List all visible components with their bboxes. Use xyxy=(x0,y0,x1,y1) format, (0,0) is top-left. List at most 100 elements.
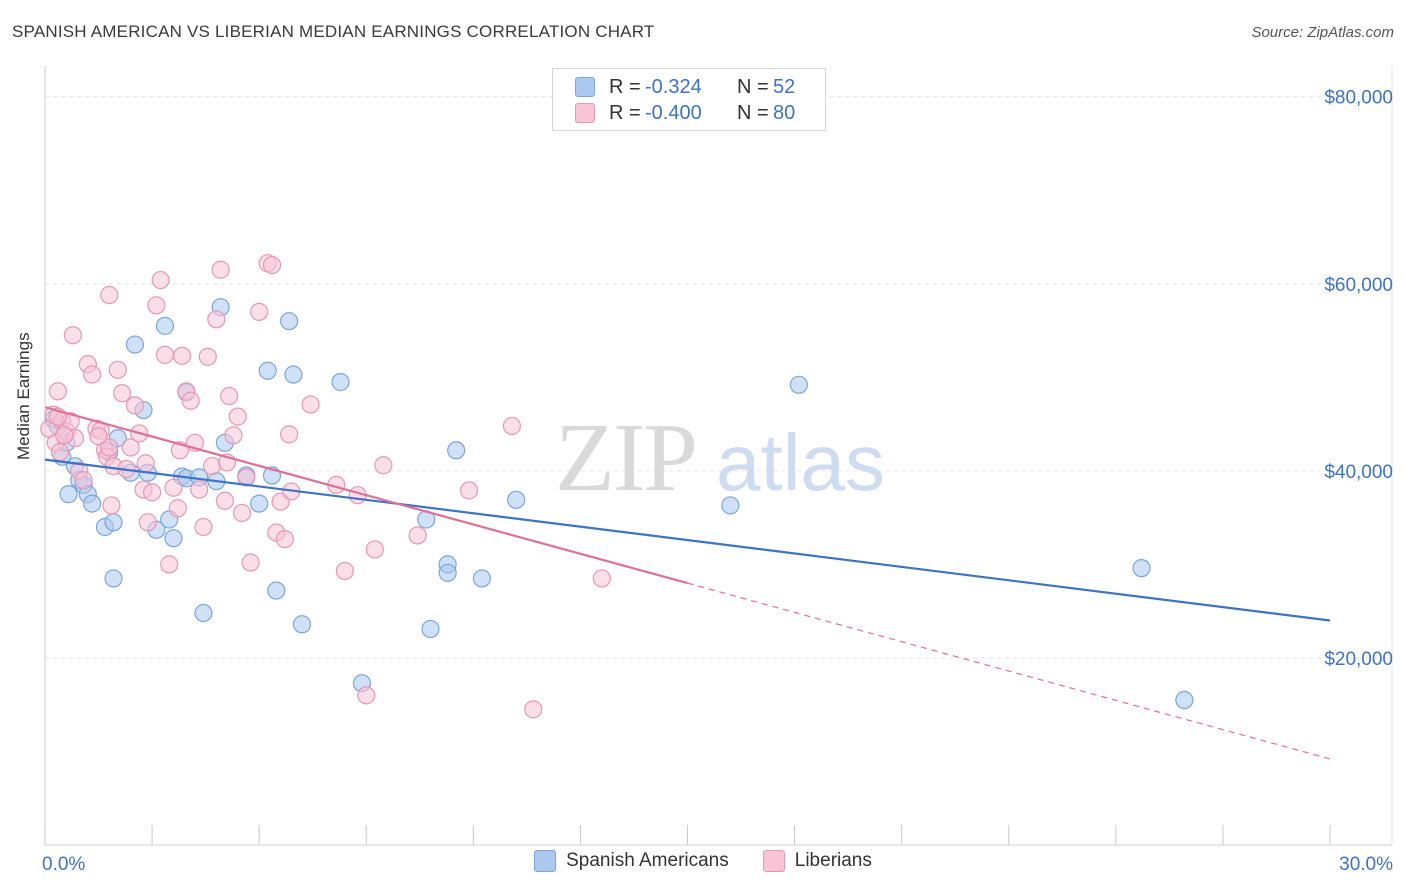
point-liberians xyxy=(357,686,376,705)
point-liberians xyxy=(228,407,247,426)
point-liberians xyxy=(241,553,260,572)
point-liberians xyxy=(250,302,269,321)
point-liberians xyxy=(524,700,543,719)
legend-item-liberians[interactable]: Liberians xyxy=(762,850,872,872)
point-liberians xyxy=(112,384,132,403)
point-liberians xyxy=(374,456,393,475)
legend-item-spanish-americans[interactable]: Spanish Americans xyxy=(534,850,729,872)
point-spanish-americans xyxy=(104,569,123,588)
y-tick-label: $60,000 xyxy=(1324,275,1393,296)
legend-r-label: R = xyxy=(609,75,641,98)
point-spanish-americans xyxy=(267,581,286,600)
grid-lines xyxy=(45,96,1392,659)
legend-r-label: R = xyxy=(609,101,641,124)
legend-label: Spanish Americans xyxy=(566,850,729,871)
legend-n-value: 52 xyxy=(773,75,796,98)
point-spanish-americans xyxy=(331,372,350,392)
point-liberians xyxy=(459,481,479,500)
legend-row-liberians: R = -0.400 N = 80 xyxy=(575,100,795,126)
point-liberians xyxy=(335,561,354,581)
series-points xyxy=(40,254,1194,719)
point-spanish-americans xyxy=(447,441,466,460)
legend-r-value: -0.400 xyxy=(645,101,702,124)
chart-title: SPANISH AMERICAN VS LIBERIAN MEDIAN EARN… xyxy=(12,22,655,41)
point-liberians xyxy=(365,540,384,559)
watermark: ZIP atlas xyxy=(555,404,885,512)
legend-row-spanish-americans: R = -0.324 N = 52 xyxy=(575,74,795,100)
point-spanish-americans xyxy=(59,485,78,504)
point-liberians xyxy=(138,513,157,532)
legend-swatch-liberians xyxy=(575,103,595,123)
point-liberians xyxy=(142,483,162,502)
point-liberians xyxy=(224,426,243,445)
point-liberians xyxy=(181,391,200,410)
point-liberians xyxy=(147,296,166,315)
point-spanish-americans xyxy=(104,513,123,532)
point-liberians xyxy=(160,555,179,574)
correlation-legend: R = -0.324 N = 52 R = -0.400 N = 80 xyxy=(552,68,826,131)
point-liberians xyxy=(220,386,239,406)
point-liberians xyxy=(136,454,155,473)
point-spanish-americans xyxy=(421,619,440,639)
point-liberians xyxy=(83,365,102,384)
point-spanish-americans xyxy=(472,569,491,588)
trend-line-liberians xyxy=(44,406,688,585)
point-liberians xyxy=(275,530,294,549)
legend-n-label: N = xyxy=(737,75,769,98)
point-liberians xyxy=(172,346,192,365)
point-spanish-americans xyxy=(789,375,808,394)
point-spanish-americans xyxy=(280,312,299,331)
point-liberians xyxy=(202,457,222,476)
point-liberians xyxy=(502,416,521,436)
point-spanish-americans xyxy=(194,603,213,623)
trend-lines xyxy=(44,406,1331,760)
watermark-atlas: atlas xyxy=(716,418,885,507)
legend-n-value: 80 xyxy=(773,101,796,124)
x-tick-label: 30.0% xyxy=(1339,854,1393,875)
point-liberians xyxy=(262,255,282,275)
point-liberians xyxy=(50,443,70,462)
point-liberians xyxy=(108,360,127,379)
point-liberians xyxy=(48,382,67,401)
point-spanish-americans xyxy=(125,335,145,354)
point-spanish-americans xyxy=(284,365,303,384)
y-axis-label: Median Earnings xyxy=(14,332,33,460)
point-spanish-americans xyxy=(507,490,526,509)
point-liberians xyxy=(198,347,217,366)
point-liberians xyxy=(55,426,74,445)
point-liberians xyxy=(207,310,226,329)
point-spanish-americans xyxy=(1175,690,1194,710)
point-liberians xyxy=(100,285,119,305)
point-liberians xyxy=(164,478,183,497)
point-liberians xyxy=(89,427,108,446)
point-liberians xyxy=(194,517,213,537)
point-liberians xyxy=(211,260,230,279)
point-liberians xyxy=(592,569,611,588)
point-liberians xyxy=(301,395,320,414)
watermark-zip: ZIP xyxy=(555,404,696,512)
point-liberians xyxy=(102,496,121,515)
point-liberians xyxy=(232,503,252,523)
trend-extension-liberians xyxy=(687,582,1331,760)
tick-labels: $20,000 $40,000 $60,000 $80,000 0.0% 30.0% xyxy=(42,88,1393,875)
x-tick-label: 0.0% xyxy=(42,854,85,875)
legend-r-value: -0.324 xyxy=(645,75,702,98)
trend-line-spanish-americans xyxy=(44,458,1331,622)
point-spanish-americans xyxy=(292,615,312,634)
chart-source: Source: ZipAtlas.com xyxy=(1251,24,1394,41)
point-liberians xyxy=(125,396,145,415)
point-spanish-americans xyxy=(250,494,269,513)
point-spanish-americans xyxy=(438,563,457,582)
point-liberians xyxy=(155,345,175,364)
point-spanish-americans xyxy=(83,494,102,513)
point-spanish-americans xyxy=(721,496,740,515)
point-liberians xyxy=(215,491,234,510)
legend-swatch-spanish-americans xyxy=(575,77,595,97)
legend-n-label: N = xyxy=(737,101,769,124)
point-liberians xyxy=(121,438,140,457)
point-liberians xyxy=(100,438,119,457)
axes xyxy=(44,66,1393,846)
point-liberians xyxy=(408,526,427,545)
point-spanish-americans xyxy=(258,361,277,380)
